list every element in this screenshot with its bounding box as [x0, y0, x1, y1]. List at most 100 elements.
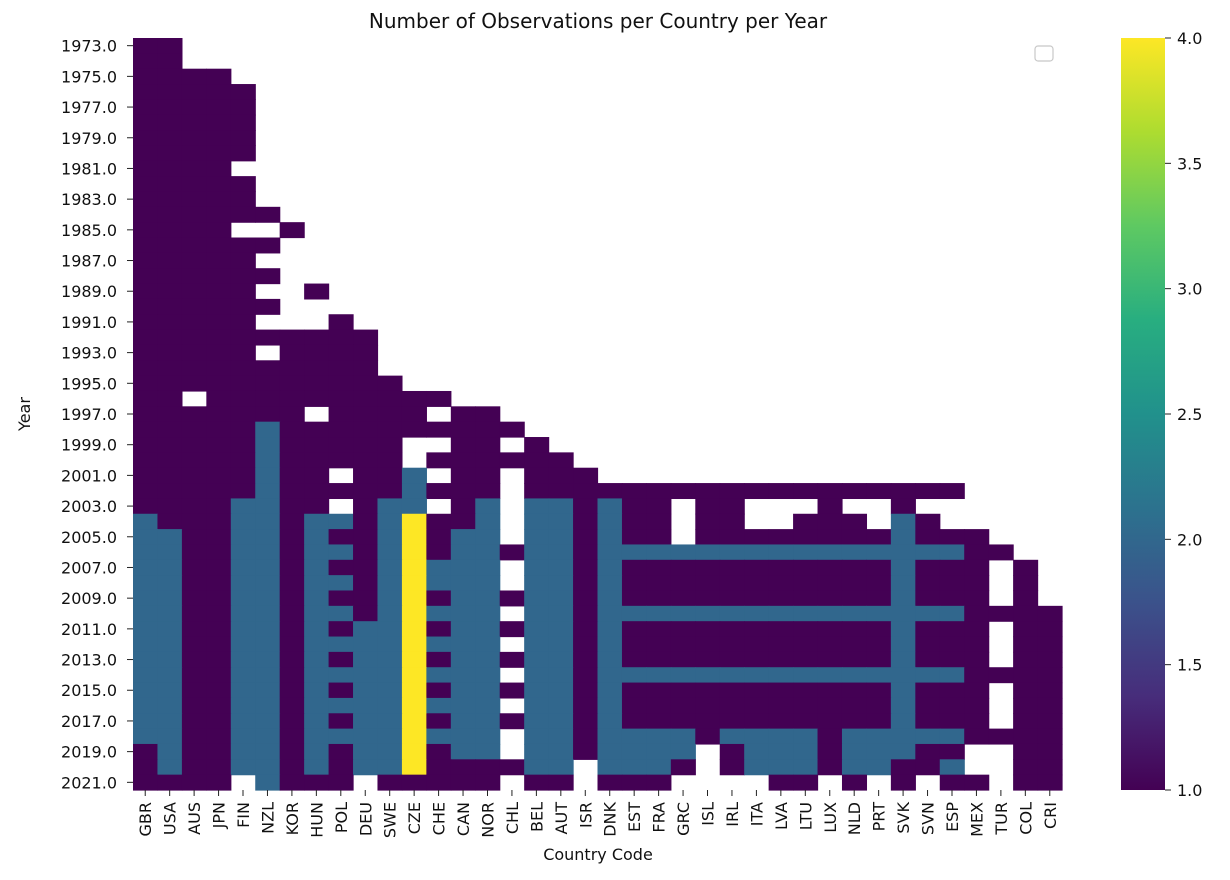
heatmap-cell	[181, 682, 207, 699]
heatmap-cell	[181, 421, 207, 438]
heatmap-cell	[450, 498, 476, 515]
heatmap-cell	[768, 651, 794, 668]
heatmap-cell	[279, 621, 305, 638]
heatmap-cell	[890, 713, 916, 730]
heatmap-cell	[817, 544, 843, 561]
heatmap-cell	[328, 314, 354, 331]
heatmap-cell	[133, 743, 159, 760]
heatmap-cell	[255, 268, 281, 285]
heatmap-cell	[915, 605, 941, 622]
heatmap-cell	[206, 406, 232, 423]
heatmap-cell	[866, 544, 892, 561]
heatmap-cell	[426, 559, 452, 576]
heatmap-cell	[255, 605, 281, 622]
heatmap-cell	[548, 697, 574, 714]
heatmap-cell	[206, 483, 232, 500]
heatmap-cell	[939, 774, 965, 791]
heatmap-cell	[328, 774, 354, 791]
heatmap-cell	[793, 774, 819, 791]
heatmap-cell	[548, 743, 574, 760]
x-tick-label: TUR	[992, 802, 1011, 836]
heatmap-cell	[157, 375, 183, 392]
heatmap-cell	[279, 390, 305, 407]
heatmap-cell	[621, 559, 647, 576]
heatmap-cell	[328, 759, 354, 776]
heatmap-cell	[206, 360, 232, 377]
heatmap-cell	[401, 713, 427, 730]
heatmap-cell	[157, 237, 183, 254]
heatmap-cell	[597, 651, 623, 668]
heatmap-cell	[793, 513, 819, 530]
y-tick-label: 1973.0	[61, 37, 117, 56]
heatmap-cell	[475, 437, 501, 453]
heatmap-cell	[548, 483, 574, 500]
heatmap-cell	[890, 774, 916, 791]
heatmap-cell	[181, 222, 207, 239]
heatmap-cell	[597, 575, 623, 592]
heatmap-cell	[793, 621, 819, 638]
heatmap-cell	[793, 590, 819, 607]
heatmap-cell	[206, 176, 232, 193]
heatmap-cell	[181, 329, 207, 346]
x-tick-label: DNK	[601, 801, 620, 836]
heatmap-cell	[157, 344, 183, 361]
heatmap-cell	[133, 68, 159, 85]
y-tick-label: 2017.0	[61, 712, 117, 731]
heatmap-cell	[915, 483, 941, 500]
heatmap-cell	[401, 590, 427, 607]
heatmap-cell	[304, 467, 330, 484]
heatmap-cell	[768, 544, 794, 561]
heatmap-cell	[328, 743, 354, 760]
heatmap-cell	[939, 575, 965, 592]
heatmap-cell	[621, 651, 647, 668]
y-tick-label: 2011.0	[61, 620, 117, 639]
heatmap-cell	[230, 130, 256, 147]
x-tick-label: ITA	[747, 802, 766, 826]
heatmap-cell	[548, 590, 574, 607]
colorbar	[1121, 38, 1165, 790]
heatmap-cell	[768, 621, 794, 638]
y-tick-label: 2003.0	[61, 497, 117, 516]
heatmap-cell	[377, 498, 403, 515]
heatmap-cell	[206, 544, 232, 561]
heatmap-cell	[1013, 651, 1039, 668]
heatmap-cell	[1013, 774, 1039, 791]
heatmap-cell	[597, 621, 623, 638]
heatmap-cell	[133, 375, 159, 392]
heatmap-cell	[230, 452, 256, 469]
heatmap-cell	[353, 682, 379, 699]
heatmap-cell	[890, 759, 916, 776]
heatmap-cell	[817, 743, 843, 760]
heatmap-cell	[939, 483, 965, 500]
heatmap-cell	[206, 344, 232, 361]
colorbar-tick-label: 3.5	[1177, 154, 1202, 173]
heatmap-cell	[475, 636, 501, 653]
heatmap-cell	[475, 713, 501, 730]
heatmap-cell	[573, 590, 599, 607]
heatmap-cell	[181, 774, 207, 791]
heatmap-cell	[279, 590, 305, 607]
heatmap-cell	[646, 483, 672, 500]
heatmap-cell	[817, 590, 843, 607]
heatmap-cell	[841, 513, 868, 530]
heatmap-cell	[621, 529, 647, 546]
heatmap-cell	[304, 713, 330, 730]
heatmap-cell	[181, 114, 207, 131]
heatmap-cell	[255, 467, 281, 484]
colorbar-tick-label: 3.0	[1177, 280, 1202, 299]
heatmap-cell	[181, 498, 207, 515]
y-tick-label: 1995.0	[61, 374, 117, 393]
heatmap-cell	[841, 621, 868, 638]
heatmap-cell	[279, 605, 305, 622]
heatmap-cell	[499, 590, 525, 607]
x-axis-ticks: GBR USA AUS JPN FIN NZL KOR HUN POL DEU SWE CZE CHE C…	[136, 790, 1060, 838]
heatmap-cell	[450, 728, 476, 745]
heatmap-cell	[426, 513, 452, 530]
heatmap-cell	[304, 743, 330, 760]
heatmap-cell	[621, 636, 647, 653]
heatmap-cell	[328, 575, 354, 592]
heatmap-cell	[230, 559, 256, 576]
heatmap-cell	[230, 191, 256, 208]
heatmap-cell	[181, 206, 207, 223]
heatmap-cell	[328, 452, 354, 469]
